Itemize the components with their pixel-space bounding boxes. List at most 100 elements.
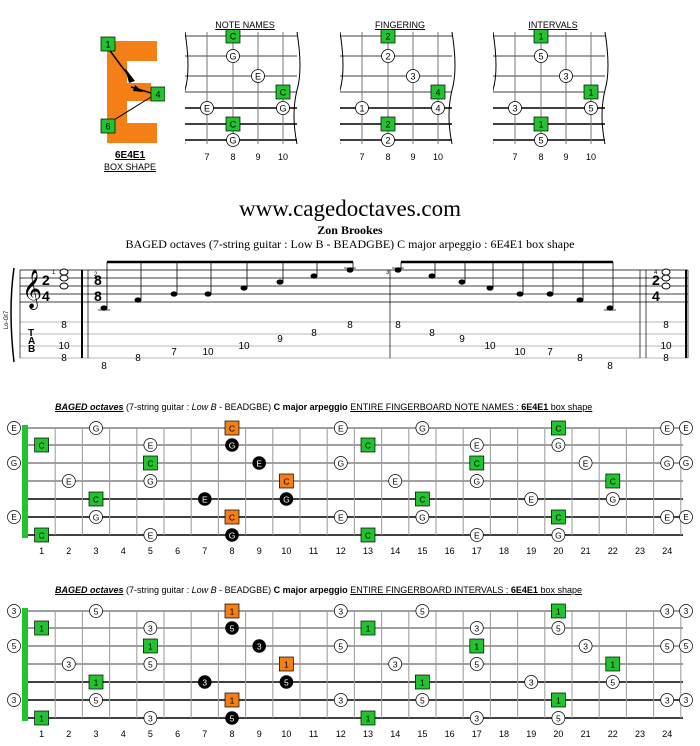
marker-label: 3	[665, 696, 670, 706]
diagram-note-marker	[200, 101, 214, 115]
fret-number: 6	[175, 546, 180, 556]
e-marker-4	[150, 86, 165, 102]
diagram-note-label: G	[229, 52, 236, 62]
fret-number: 23	[635, 546, 645, 556]
diagram-fret-number: 10	[433, 152, 443, 162]
fret-number: 10	[281, 729, 291, 739]
diagram-note-label: 5	[538, 52, 543, 62]
fret-number: 1	[39, 546, 44, 556]
marker-label: G	[419, 513, 426, 523]
marker-label: 1	[556, 696, 561, 706]
tab-letter: A	[28, 336, 35, 347]
note-marker	[551, 528, 566, 542]
fret-number: 20	[553, 546, 563, 556]
marker-label: 5	[420, 696, 425, 706]
tab-letter: B	[28, 344, 35, 355]
marker-label: 3	[338, 607, 343, 617]
diagram-note-marker	[534, 49, 548, 63]
diagram-fret-number: 7	[204, 152, 209, 162]
tab-number: 8	[607, 361, 613, 372]
note-marker	[660, 510, 675, 524]
intervals-diagram: 1 5 3 1 3 5 1 5 7 8 9 10	[493, 30, 609, 162]
open-string-marker	[679, 604, 693, 618]
diagram-note-marker	[251, 69, 265, 83]
marker-label: 3	[148, 714, 153, 724]
diagram-note-label: 2	[385, 120, 390, 130]
marker-label: 1	[230, 696, 235, 706]
note-marker	[89, 510, 103, 524]
marker-label: E	[338, 424, 344, 434]
title-italic: Low B	[191, 402, 217, 412]
diagram-note-marker	[508, 101, 522, 115]
fret-number: 8	[229, 729, 234, 739]
bar-number: 4	[654, 270, 658, 276]
tab-number: 10	[514, 347, 526, 358]
marker-label: C	[229, 424, 235, 434]
diagram-break	[185, 31, 189, 144]
marker-label: G	[555, 441, 562, 451]
side-label: Lo-Gt7	[4, 310, 10, 329]
title-caps: ENTIRE FINGERBOARD NOTE NAMES :	[350, 402, 519, 412]
shape-note-marker	[279, 492, 294, 506]
chord-note	[59, 274, 69, 282]
diagram-note-label: C	[230, 120, 237, 130]
root-marker	[551, 509, 566, 525]
diagram-note-marker	[381, 133, 395, 147]
title-code: 6E4E1	[510, 585, 538, 595]
system-brace	[10, 267, 15, 363]
note-marker	[415, 604, 430, 618]
chord-note	[661, 268, 671, 276]
note-head	[240, 285, 248, 291]
note-marker	[333, 604, 348, 618]
diagram-root-marker	[380, 30, 396, 44]
fret-number: 14	[390, 546, 400, 556]
diagram-fret-number: 8	[538, 152, 543, 162]
fretboard-notes-title: BAGED octaves (7-string guitar : Low B -…	[55, 402, 592, 412]
tab-number: 8	[311, 328, 317, 339]
note-marker	[578, 456, 593, 470]
fret-number: 3	[93, 546, 98, 556]
diagram-note-label: C	[280, 88, 287, 98]
diagram-note-marker	[431, 101, 445, 115]
open-string-label: 5	[12, 642, 17, 651]
marker-label: G	[93, 424, 100, 434]
note-head	[546, 291, 554, 297]
fret-number: 15	[417, 729, 427, 739]
note-head	[576, 297, 584, 303]
marker-label: G	[473, 477, 480, 487]
marker-label: 1	[148, 642, 153, 652]
marker-label: C	[474, 459, 480, 469]
shape-root-marker	[224, 420, 240, 436]
open-string-label: 3	[684, 607, 689, 616]
diagram-note-marker	[226, 49, 240, 63]
marker-label: 3	[148, 624, 153, 634]
diagram-note-marker	[559, 69, 573, 83]
diagram-fret-number: 10	[586, 152, 596, 162]
diagram-note-label: 3	[563, 72, 568, 82]
tab-number: 7	[547, 347, 553, 358]
diagram-fret-number: 9	[410, 152, 415, 162]
fret-number: 13	[363, 546, 373, 556]
open-string-label: E	[11, 513, 16, 522]
note-marker	[469, 438, 484, 452]
marker-label: 1	[94, 678, 99, 688]
open-string-label: 5	[684, 642, 689, 651]
fret-number: 19	[526, 546, 536, 556]
note-marker	[415, 693, 430, 707]
note-head	[346, 267, 354, 273]
open-string-label: E	[683, 424, 688, 433]
note-marker	[333, 510, 348, 524]
marker-label: 1	[284, 660, 289, 670]
tab-number: 10	[484, 341, 496, 352]
marker-label: G	[337, 459, 344, 469]
diagram-note-marker	[276, 101, 290, 115]
shape-root-marker	[224, 509, 240, 525]
e-arrow-line	[108, 96, 152, 124]
fret-number: 1	[39, 729, 44, 739]
tab-number: 10	[58, 341, 70, 352]
marker-label: 3	[66, 660, 71, 670]
marker-label: C	[555, 424, 561, 434]
diagram-note-marker	[355, 101, 369, 115]
root-marker	[34, 527, 49, 543]
